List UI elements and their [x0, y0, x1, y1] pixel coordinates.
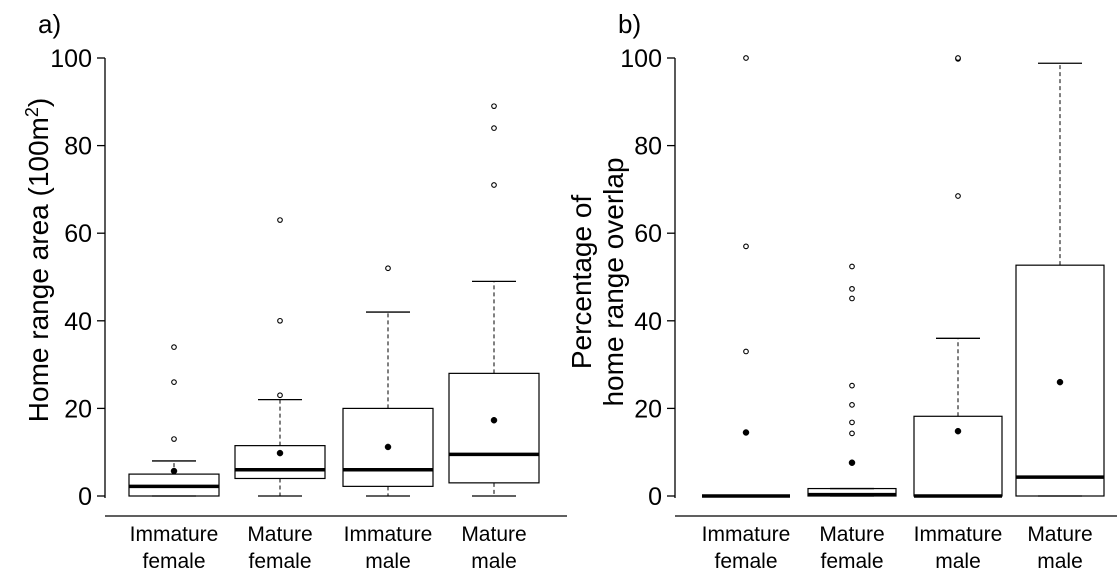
panel-a-boxes [128, 103, 540, 497]
panel-a: a) 0 20 40 60 80 100 Immature female Mature fema… [22, 9, 567, 573]
panel-a-mean-3 [384, 443, 392, 451]
panel-b-outlier-2-6 [849, 295, 855, 302]
panel-a-x-tick-label-3-line1: Immature [344, 523, 433, 546]
panel-b-boxes [702, 55, 1105, 498]
panel-a-box-4 [448, 372, 540, 484]
panel-a-x-tick-label-1-line1: Immature [130, 523, 219, 546]
panel-a-y-tick-label-60: 60 [64, 220, 92, 248]
panel-b-y-axis-title-line2: home range overlap [598, 157, 629, 406]
panel-a-x-tick-label-3-line2: male [365, 550, 411, 573]
panel-a-outlier-1-1 [171, 436, 177, 442]
panel-b-x-tick-label-3-line1: Immature [914, 523, 1003, 546]
panel-b-outlier-3-3 [955, 55, 961, 61]
panel-a-box-group-1 [128, 344, 220, 497]
panel-a-box-group-2 [234, 217, 326, 497]
panel-a-box-group-4 [448, 103, 540, 497]
panel-a-y-tick-label-80: 80 [64, 133, 92, 161]
panel-b-outlier-2-8 [849, 263, 855, 270]
panel-b-mean-3 [954, 427, 962, 435]
panel-b-label: b) [618, 9, 641, 39]
panel-b-x-tick-label-1-line1: Immature [702, 523, 791, 546]
panel-b-box-group-3 [913, 55, 1003, 498]
panel-a-y-axis-title: Home range area (100m2) [22, 98, 54, 422]
panel-b-box-group-2 [807, 263, 897, 497]
panel-a-y-tick-label-0: 0 [78, 483, 92, 511]
panel-a-box-2 [234, 445, 326, 480]
panel-b-y-tick-label-100: 100 [620, 45, 662, 73]
panel-b-y-tick-label-60: 60 [634, 220, 662, 248]
panel-b-y-tick-label-80: 80 [634, 133, 662, 161]
panel-a-y-tick-label-100: 100 [50, 45, 92, 73]
panel-a-mean-4 [490, 416, 498, 424]
panel-a-label: a) [38, 9, 61, 39]
panel-b-x-tick-label-4-line1: Mature [1027, 523, 1092, 546]
panel-a-outlier-4-2 [491, 125, 497, 131]
panel-a-x-tick-label-2-line2: female [248, 550, 311, 573]
panel-b-x-tick-label-3-line2: male [935, 550, 981, 573]
panel-a-y-axis-title-main: Home range area (100m [23, 117, 54, 422]
panel-b: b) 0 20 40 60 80 100 Immature female Mature fema… [566, 9, 1117, 573]
panel-b-outlier-1-4 [743, 55, 749, 61]
panel-b-mean-2 [848, 459, 856, 466]
panel-b-y-axis: 0 20 40 60 80 100 [620, 45, 676, 511]
panel-b-x-tick-label-2-line1: Mature [819, 523, 884, 546]
panel-b-x-axis: Immature female Mature female Immature male Ma… [675, 515, 1117, 573]
panel-a-x-tick-label-1-line2: female [142, 550, 205, 573]
panel-a-outlier-3-1 [385, 265, 391, 272]
panel-a-x-axis: Immature female Mature female Immature male Ma… [105, 515, 567, 573]
panel-b-outlier-2-2 [849, 430, 855, 437]
panel-a-outlier-4-1 [491, 182, 497, 188]
panel-b-x-tick-label-4-line2: male [1037, 550, 1083, 573]
panel-a-outlier-2-1 [277, 392, 283, 399]
panel-b-outlier-2-7 [849, 285, 855, 292]
panel-a-x-tick-label-4-line2: male [471, 550, 517, 573]
panel-a-box-3 [342, 407, 434, 487]
panel-b-outlier-2-3 [849, 419, 855, 426]
panel-b-outlier-1-3 [743, 243, 749, 250]
panel-b-y-tick-label-0: 0 [648, 483, 662, 511]
panel-b-mean-1 [742, 429, 750, 436]
panel-b-y-tick-label-40: 40 [634, 308, 662, 336]
panel-b-outlier-2-5 [849, 382, 855, 389]
panel-a-y-axis-title-close: ) [23, 98, 54, 107]
panel-a-x-tick-label-2-line1: Mature [247, 523, 312, 546]
panel-a-outlier-1-3 [171, 344, 177, 350]
panel-a-mean-1 [170, 467, 178, 475]
panel-b-outlier-3-1 [955, 193, 961, 199]
panel-b-box-group-1 [702, 55, 790, 498]
panel-a-outlier-4-3 [491, 103, 497, 110]
panel-b-y-axis-title-line1: Percentage of [566, 195, 597, 370]
panel-a-outlier-2-2 [277, 317, 283, 324]
panel-a-outlier-2-3 [277, 217, 283, 223]
panel-b-x-tick-label-2-line2: female [820, 550, 883, 573]
panel-a-mean-2 [276, 449, 284, 457]
panel-a-y-axis-title-superscript: 2 [22, 107, 42, 117]
panel-b-box-group-4 [1015, 62, 1105, 497]
panel-a-outlier-1-2 [171, 379, 177, 385]
panel-b-outlier-2-4 [849, 402, 855, 408]
panel-b-mean-4 [1056, 378, 1064, 386]
panel-b-y-tick-label-20: 20 [634, 395, 662, 423]
panel-b-x-tick-label-1-line2: female [714, 550, 777, 573]
panel-a-y-tick-label-20: 20 [64, 395, 92, 423]
panel-a-x-tick-label-4-line1: Mature [461, 523, 526, 546]
panel-b-box-4 [1015, 264, 1105, 497]
panel-a-y-tick-label-40: 40 [64, 308, 92, 336]
panel-b-outlier-1-2 [743, 348, 749, 355]
panel-a-y-axis: 0 20 40 60 80 100 [50, 45, 106, 511]
panel-a-box-group-3 [342, 265, 434, 497]
